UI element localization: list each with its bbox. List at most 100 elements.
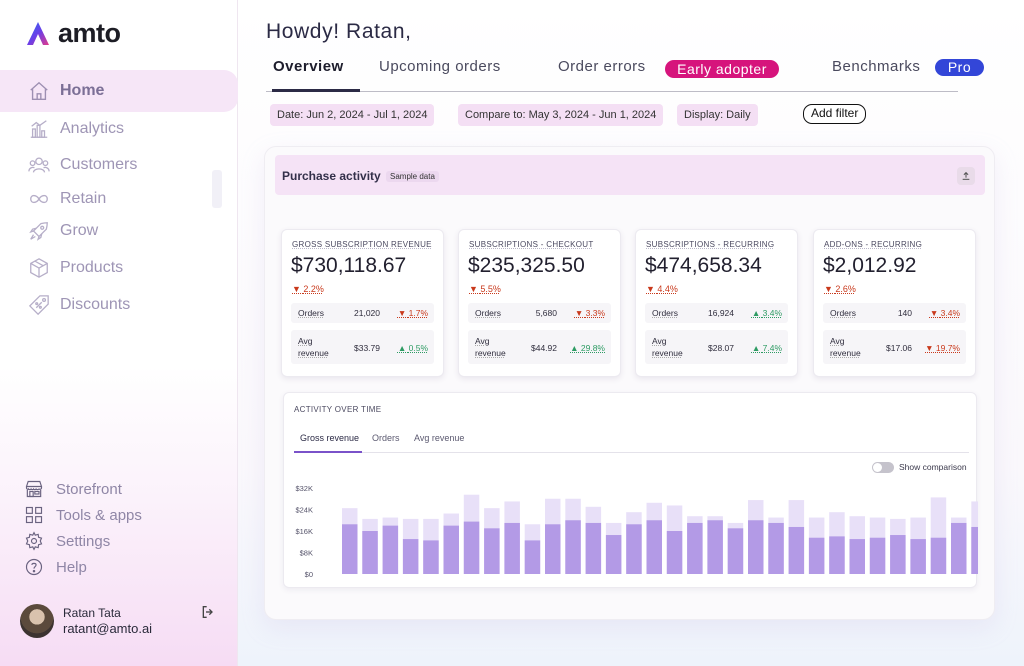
logo-text: amto [58,18,121,48]
bar[interactable] [910,539,926,574]
analytics-icon [26,118,52,140]
bar[interactable] [382,525,399,574]
bar[interactable] [869,537,886,574]
sidebar-item-label: Retain [60,190,107,207]
y-tick-label: $16K [295,527,313,536]
early-adopter-badge: Early adopter [665,60,779,78]
bar[interactable] [707,520,723,574]
compare-filter[interactable]: Compare to: May 3, 2024 - Jun 1, 2024 [458,104,664,126]
sidebar-item-customers[interactable]: Customers [0,144,238,186]
bar[interactable] [443,525,460,574]
logout-icon[interactable] [200,604,216,620]
card-label: GROSS SUBSCRIPTION REVENUE [292,240,432,249]
logo[interactable]: amto [26,18,121,49]
card-value: $474,658.34 [645,254,762,277]
bar[interactable] [666,531,683,574]
bar[interactable] [890,535,906,574]
display-filter[interactable]: Display: Daily [677,104,758,126]
metric-card-addons[interactable]: ADD-ONS - RECURRING $2,012.92 ▼ 2.6% Ord… [813,229,976,377]
bar[interactable] [423,540,439,574]
bar[interactable] [585,522,602,574]
metric-card-checkout[interactable]: SUBSCRIPTIONS - CHECKOUT $235,325.50 ▼ 5… [458,229,621,377]
tab-order-errors[interactable]: Order errors [558,58,646,75]
bar[interactable] [463,521,480,574]
sidebar-item-storefront[interactable]: Storefront [22,478,122,500]
card-value: $2,012.92 [823,254,917,277]
bar[interactable] [565,520,581,574]
sidebar-item-label: Help [56,558,87,576]
orders-row: Orders 21,020 ▼ 1.7% [291,303,434,323]
gear-icon [22,530,46,552]
bar[interactable] [646,520,663,574]
metric-card-recurring[interactable]: SUBSCRIPTIONS - RECURRING $474,658.34 ▼ … [635,229,798,377]
user-email: ratant@amto.ai [63,621,153,636]
bar[interactable] [951,522,967,574]
amto-logo-icon [27,21,49,45]
customers-icon [26,154,52,176]
orders-row: Orders 5,680 ▼ 3.3% [468,303,611,323]
sidebar-item-analytics[interactable]: Analytics [0,108,238,150]
pro-badge: Pro [935,59,984,76]
sidebar-item-help[interactable]: Help [22,556,87,578]
bar[interactable] [971,526,978,574]
help-icon [22,556,46,578]
storefront-icon [22,478,46,500]
bar[interactable] [545,524,561,574]
panel-header: Purchase activity Sample data [275,155,985,195]
tab-overview[interactable]: Overview [273,58,344,75]
sample-data-tag: Sample data [386,171,439,182]
sidebar-scrollbar[interactable] [212,170,222,208]
bar[interactable] [727,528,744,574]
tab-orders[interactable]: Orders [372,433,400,443]
tab-avg-revenue[interactable]: Avg revenue [414,433,465,443]
avg-revenue-row: Avg revenue $17.06 ▼ 19.7% [823,330,966,364]
bar[interactable] [524,540,541,574]
card-label: SUBSCRIPTIONS - CHECKOUT [469,240,594,249]
bar[interactable] [788,526,805,574]
card-change: ▼ 5.5% [469,284,501,294]
sidebar-item-retain[interactable]: Retain [0,178,238,220]
bar[interactable] [748,520,764,574]
tag-icon [26,294,52,316]
avatar [20,604,54,638]
metric-card-gross[interactable]: GROSS SUBSCRIPTION REVENUE $730,118.67 ▼… [281,229,444,377]
date-filter[interactable]: Date: Jun 2, 2024 - Jul 1, 2024 [270,104,435,126]
bar[interactable] [626,524,642,574]
sidebar-item-products[interactable]: Products [0,247,238,289]
sidebar-item-tools[interactable]: Tools & apps [22,504,142,526]
sidebar: amto Home Analytics Customers Retain Gro… [0,0,238,666]
bar[interactable] [504,522,520,574]
sidebar-item-discounts[interactable]: Discounts [0,284,238,326]
bar[interactable] [342,524,358,574]
bar[interactable] [484,528,500,574]
bar[interactable] [605,535,622,574]
sidebar-item-label: Storefront [56,480,122,498]
tab-gross-revenue[interactable]: Gross revenue [300,433,360,443]
infinity-icon [26,188,52,210]
sidebar-item-home[interactable]: Home [0,70,238,112]
bar[interactable] [930,537,947,574]
active-tab-indicator [294,451,362,453]
tab-upcoming-orders[interactable]: Upcoming orders [379,58,501,75]
page-title: Howdy! Ratan, [266,20,412,43]
rocket-icon [26,220,52,242]
export-button[interactable] [957,167,975,185]
show-comparison-toggle[interactable] [872,462,894,473]
activity-title: ACTIVITY OVER TIME [294,405,382,414]
bar[interactable] [829,536,845,574]
bar[interactable] [768,522,784,574]
user-profile[interactable]: Ratan Tata ratant@amto.ai [20,604,152,638]
bar[interactable] [402,539,419,574]
sidebar-item-grow[interactable]: Grow [0,210,238,252]
add-filter-button[interactable]: Add filter [803,104,867,124]
bar[interactable] [808,537,825,574]
sidebar-item-settings[interactable]: Settings [22,530,110,552]
grid-icon [22,504,46,526]
bar[interactable] [687,522,703,574]
bar[interactable] [362,531,378,574]
card-change: ▼ 4.4% [646,284,678,294]
tab-benchmarks[interactable]: Benchmarks [832,58,921,75]
show-comparison-label: Show comparison [899,462,967,472]
bar[interactable] [849,539,866,574]
activity-over-time: ACTIVITY OVER TIME Gross revenue Orders … [283,392,978,588]
